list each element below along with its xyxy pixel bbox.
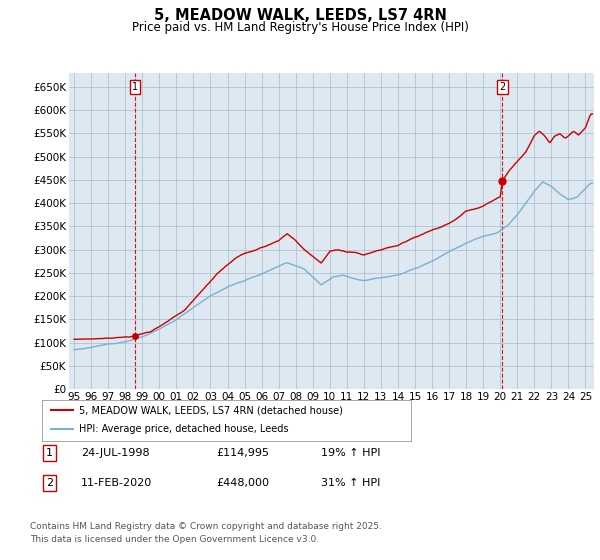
Text: 1: 1: [132, 82, 138, 92]
Text: HPI: Average price, detached house, Leeds: HPI: Average price, detached house, Leed…: [79, 424, 289, 435]
Text: £114,995: £114,995: [216, 448, 269, 458]
Text: 19% ↑ HPI: 19% ↑ HPI: [321, 448, 380, 458]
Text: 2: 2: [499, 82, 505, 92]
Text: 11-FEB-2020: 11-FEB-2020: [81, 478, 152, 488]
Text: 24-JUL-1998: 24-JUL-1998: [81, 448, 149, 458]
Text: 1: 1: [46, 448, 53, 458]
Text: Price paid vs. HM Land Registry's House Price Index (HPI): Price paid vs. HM Land Registry's House …: [131, 21, 469, 34]
Text: 5, MEADOW WALK, LEEDS, LS7 4RN (detached house): 5, MEADOW WALK, LEEDS, LS7 4RN (detached…: [79, 405, 343, 416]
Text: Contains HM Land Registry data © Crown copyright and database right 2025.: Contains HM Land Registry data © Crown c…: [30, 522, 382, 531]
Text: This data is licensed under the Open Government Licence v3.0.: This data is licensed under the Open Gov…: [30, 535, 319, 544]
Text: £448,000: £448,000: [216, 478, 269, 488]
Text: 5, MEADOW WALK, LEEDS, LS7 4RN: 5, MEADOW WALK, LEEDS, LS7 4RN: [154, 8, 446, 24]
Text: 2: 2: [46, 478, 53, 488]
Text: 31% ↑ HPI: 31% ↑ HPI: [321, 478, 380, 488]
